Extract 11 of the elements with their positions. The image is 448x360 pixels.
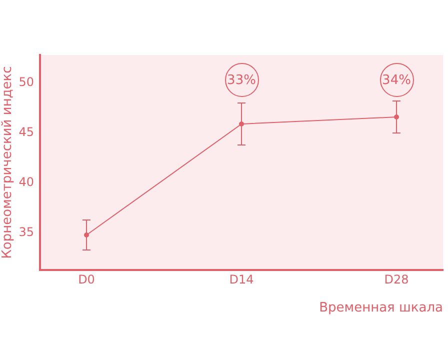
x-tick-label: D14 — [229, 272, 254, 286]
y-tick-label: 50 — [18, 75, 34, 90]
circle-outline: 34% — [380, 63, 414, 97]
x-axis-title: Временная шкала — [319, 300, 443, 316]
circle-outline: 33% — [224, 63, 258, 97]
x-tick-label: D0 — [78, 272, 95, 286]
y-tick-label: 35 — [18, 225, 34, 240]
y-tick-label: 45 — [18, 125, 34, 140]
x-tick-label: D28 — [384, 272, 409, 286]
y-tick-label: 40 — [18, 175, 34, 190]
y-axis-title: Корнеометрический индекс — [0, 66, 16, 259]
